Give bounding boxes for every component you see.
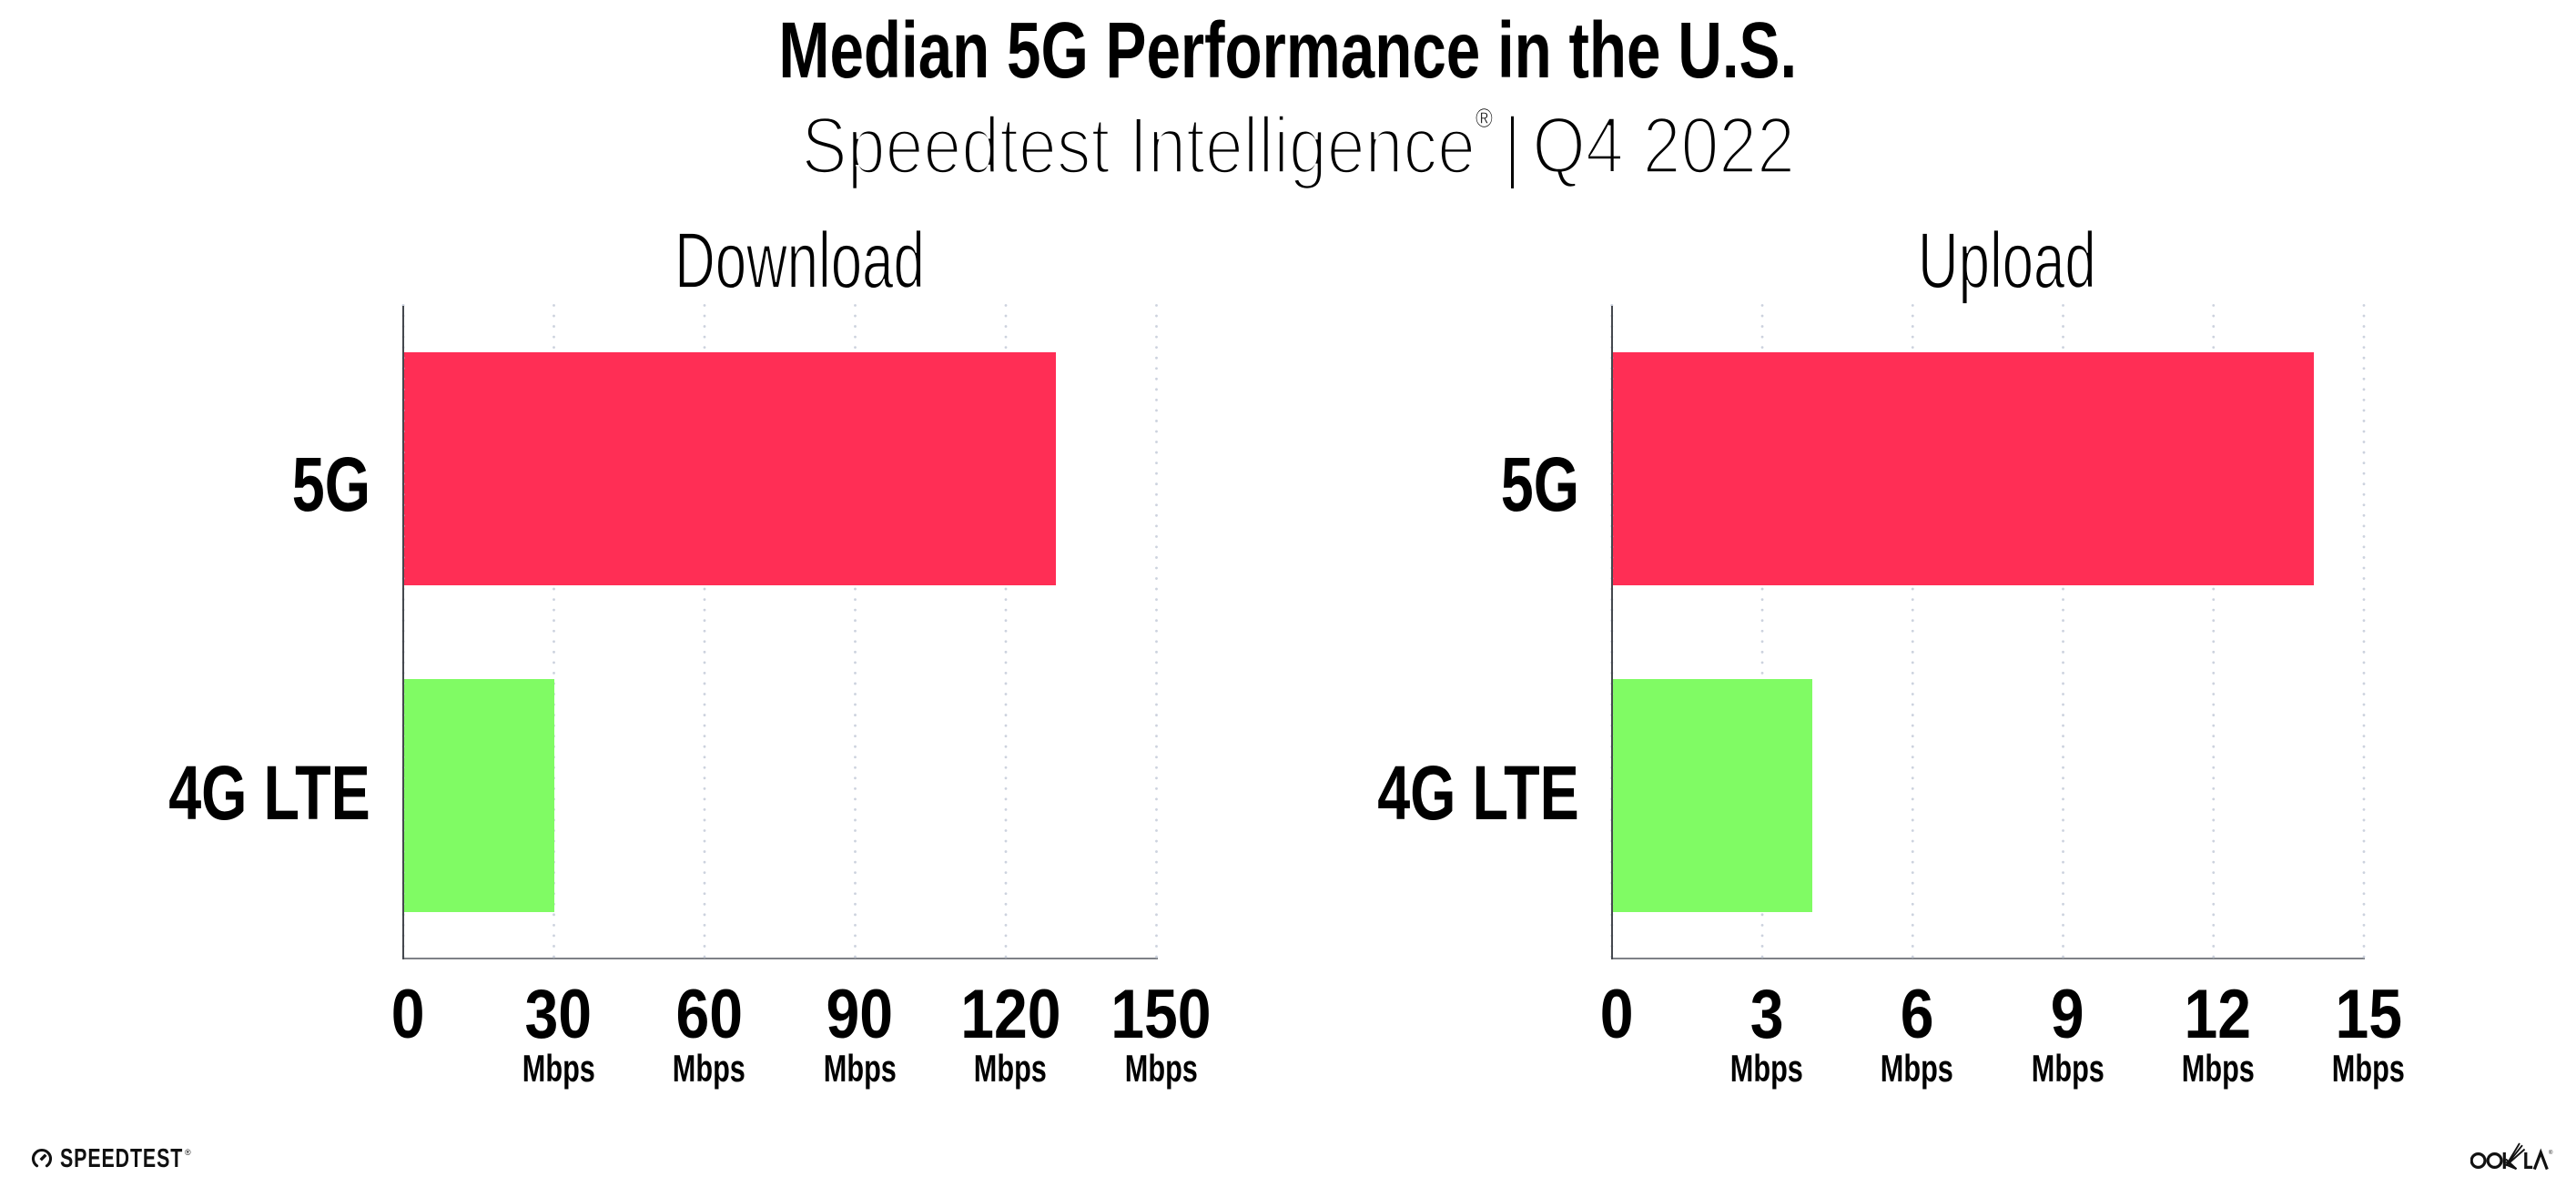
bar-download-5g [403,352,1057,585]
x-tick-download-90: 90 [826,975,894,1053]
y-axis-upload [1611,305,1613,959]
chart-title-upload: Upload [1917,217,2096,306]
chart-title-download: Download [674,217,925,306]
x-tick-download-0: 0 [390,975,425,1053]
x-tick-unit-download-150: Mbps [1124,1047,1198,1090]
x-tick-download-150: 150 [1111,975,1212,1053]
ookla-logo: ® [2470,1138,2556,1175]
x-tick-unit-upload-6: Mbps [1881,1047,1954,1090]
x-tick-upload-9: 9 [2051,975,2084,1053]
x-tick-upload-15: 15 [2335,975,2402,1053]
x-tick-upload-3: 3 [1749,975,1784,1053]
registered-mark: ® [1475,104,1493,134]
y-axis-download [402,305,404,959]
ookla-wordmark: ® [2470,1142,2553,1171]
x-axis-download [402,957,1158,959]
page-title-text: Median 5G Performance in the U.S. [778,6,1798,95]
page-subtitle: Speedtest Intelligence® | Q4 2022 [0,104,2576,188]
subtitle-period: Q4 2022 [1531,100,1797,190]
bar-download-4g-lte [403,679,554,912]
x-tick-upload-0: 0 [1599,975,1634,1053]
x-tick-unit-download-60: Mbps [672,1047,746,1090]
bar-upload-4g-lte [1611,679,1813,912]
x-tick-download-120: 120 [959,975,1061,1053]
x-tick-unit-download-30: Mbps [522,1047,595,1090]
x-tick-unit-download-120: Mbps [973,1047,1048,1090]
x-tick-unit-upload-3: Mbps [1730,1047,1804,1090]
x-tick-download-60: 60 [675,975,743,1053]
x-tick-unit-upload-12: Mbps [2181,1047,2255,1090]
ookla-letter-k-speed-lines [2505,1142,2526,1171]
subtitle-brand: Speedtest Intelligence [800,100,1476,190]
x-tick-upload-6: 6 [1900,975,1934,1053]
ookla-letters-oo-k-stem [2470,1152,2506,1170]
category-label-download-5g: 5G [291,441,370,527]
speedtest-registered-mark: ® [185,1147,191,1157]
x-tick-unit-upload-9: Mbps [2031,1047,2104,1090]
gauge-needle [39,1152,47,1161]
category-label-upload-5g: 5G [1500,441,1579,527]
bar-upload-5g [1611,352,2314,585]
x-tick-upload-12: 12 [2184,975,2252,1053]
category-label-upload-4g-lte: 4G LTE [1377,750,1579,837]
ookla-letters-l-a [2524,1148,2549,1171]
x-axis-upload [1611,957,2366,959]
subtitle-separator: | [1502,100,1523,190]
x-tick-unit-upload-15: Mbps [2331,1047,2406,1090]
x-tick-unit-download-90: Mbps [823,1047,897,1090]
category-label-download-4g-lte: 4G LTE [168,750,370,837]
x-tick-download-30: 30 [524,975,593,1053]
speedtest-wordmark: SPEEDTEST [60,1144,184,1174]
speedtest-gauge-icon [32,1148,52,1167]
page-title: Median 5G Performance in the U.S. [0,11,2576,90]
page-subtitle-text: Speedtest Intelligence® | Q4 2022 [800,104,1797,188]
gauge-ring [32,1148,52,1167]
ookla-registered-mark: ® [2549,1150,2553,1156]
